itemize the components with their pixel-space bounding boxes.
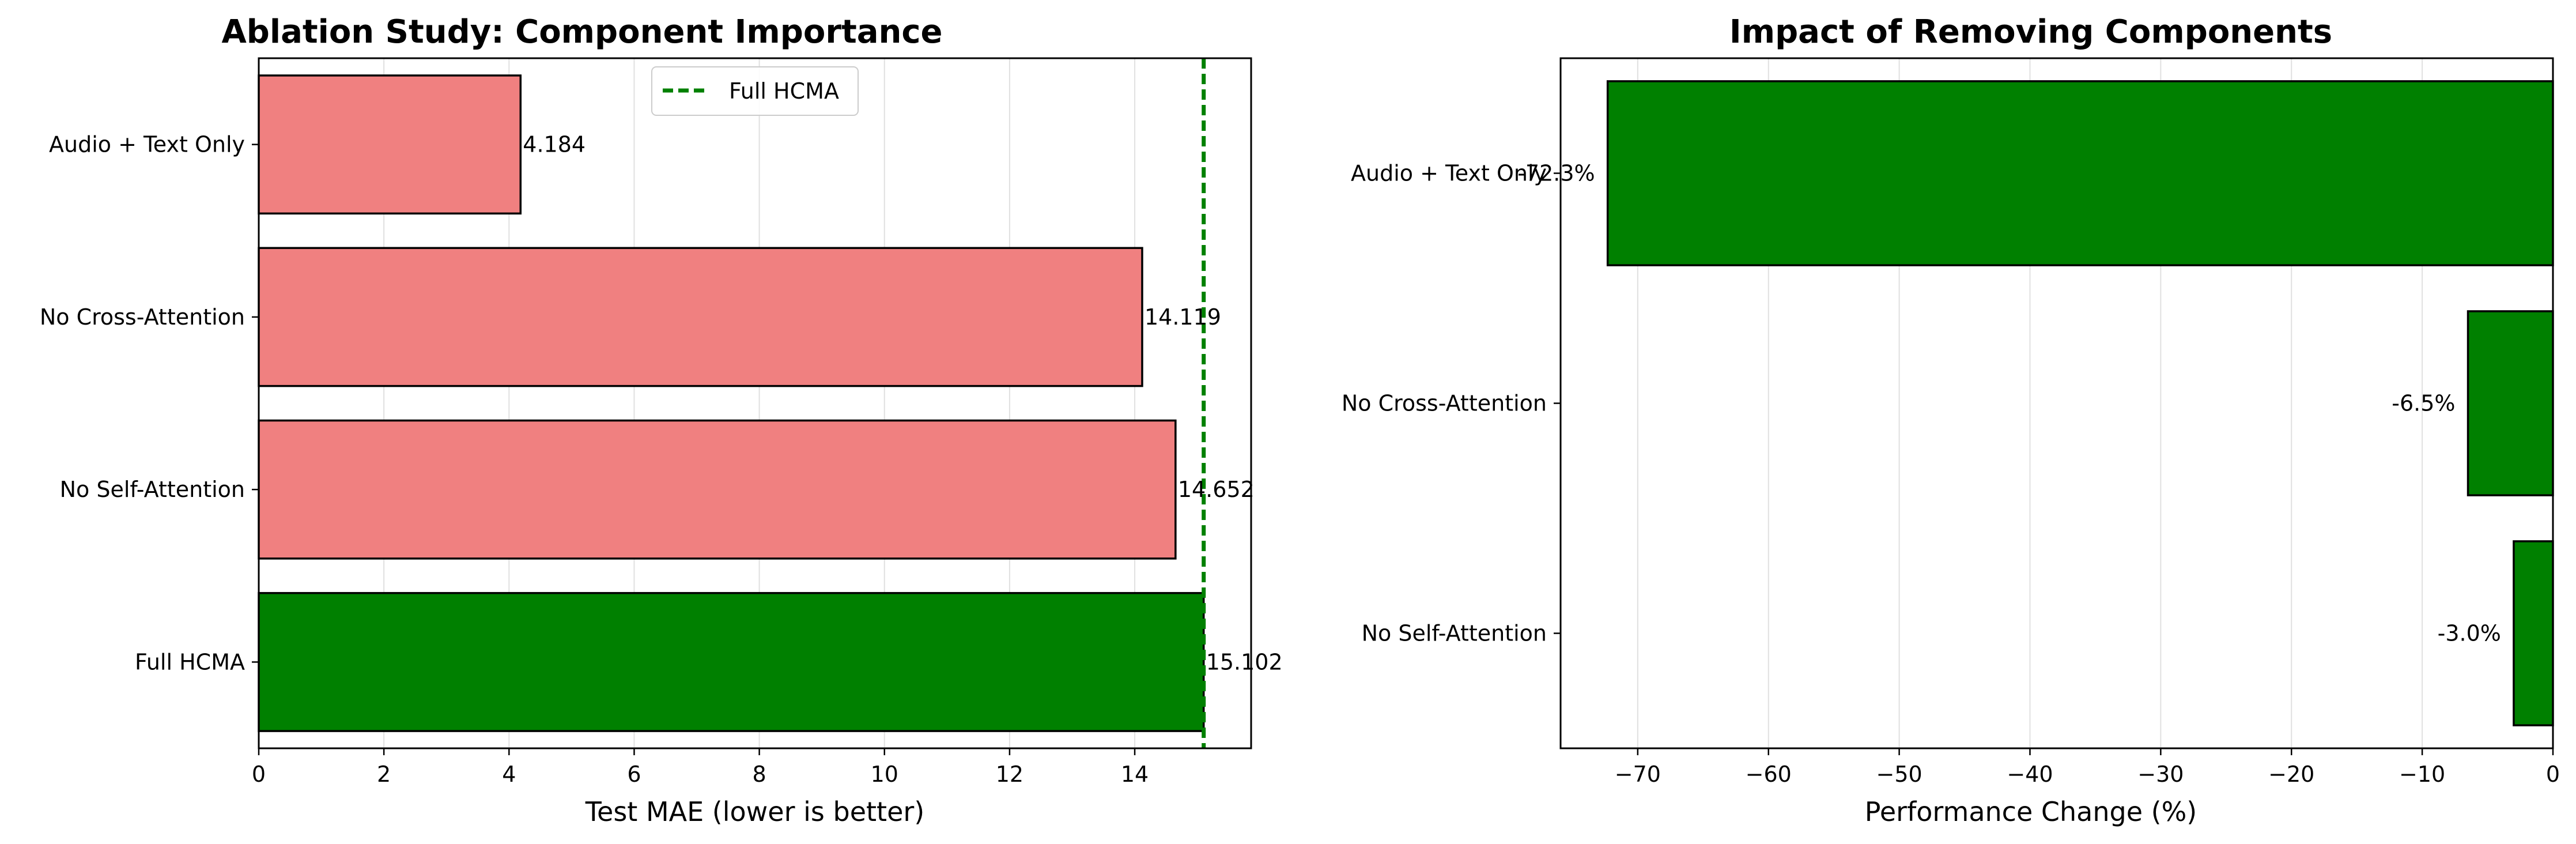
impact-x-ticks: −70 −60 −50 −40 −30 −20 −10 0 bbox=[1615, 748, 2560, 787]
impact-x-tick-label: −20 bbox=[2268, 762, 2314, 787]
ablation-x-tick-label: 10 bbox=[871, 762, 898, 787]
ablation-plot-frame bbox=[258, 57, 1252, 749]
impact-x-tick-label: −10 bbox=[2399, 762, 2445, 787]
ablation-value-labels: 15.102 14.652 14.119 4.184 bbox=[523, 132, 1282, 675]
impact-value-label: -3.0% bbox=[2438, 621, 2501, 646]
impact-value-labels: -3.0% -6.5% -72.3% bbox=[1517, 161, 2501, 646]
ablation-x-tick-label: 6 bbox=[627, 762, 641, 787]
ablation-legend-label: Full HCMA bbox=[729, 78, 839, 104]
ablation-bar bbox=[258, 419, 1177, 560]
ablation-x-tick-label: 8 bbox=[753, 762, 766, 787]
ablation-x-ticks: 0 2 4 6 8 10 12 14 bbox=[252, 748, 1149, 787]
impact-x-tick-label: −60 bbox=[1746, 762, 1792, 787]
ablation-legend: Full HCMA bbox=[651, 66, 859, 116]
ablation-x-tick-label: 0 bbox=[252, 762, 266, 787]
impact-chart: Impact of Removing Components −70 −60 −50−… bbox=[1342, 13, 2560, 827]
impact-x-tick-label: 0 bbox=[2546, 762, 2560, 787]
impact-category-label: Audio + Text Only bbox=[1351, 161, 1547, 186]
impact-bars bbox=[1606, 80, 2554, 726]
ablation-x-axis-label: Test MAE (lower is better) bbox=[585, 796, 924, 827]
impact-bar bbox=[2467, 310, 2554, 496]
impact-value-label: -72.3% bbox=[1517, 161, 1595, 186]
impact-x-axis-label: Performance Change (%) bbox=[1865, 796, 2197, 827]
impact-x-tick-label: −30 bbox=[2137, 762, 2184, 787]
ablation-category-label: No Cross-Attention bbox=[40, 304, 245, 330]
impact-bar bbox=[1606, 80, 2554, 266]
ablation-bar bbox=[258, 247, 1143, 387]
ablation-bar bbox=[258, 74, 522, 215]
impact-x-tick-label: −70 bbox=[1615, 762, 1661, 787]
impact-x-tick-label: −40 bbox=[2007, 762, 2053, 787]
ablation-bars bbox=[258, 74, 1205, 732]
ablation-value-label: 15.102 bbox=[1206, 649, 1283, 675]
impact-category-label: No Cross-Attention bbox=[1342, 391, 1547, 416]
ablation-chart: Ablation Study: Component Importance 0 2 4… bbox=[40, 13, 1283, 827]
ablation-chart-title: Ablation Study: Component Importance bbox=[221, 13, 942, 51]
ablation-x-tick-label: 2 bbox=[377, 762, 391, 787]
ablation-value-label: 4.184 bbox=[523, 132, 586, 157]
ablation-y-ticks: Full HCMA No Self-Attention No Cross-Atten… bbox=[40, 132, 259, 675]
ablation-x-tick-label: 4 bbox=[502, 762, 516, 787]
ablation-category-label: Audio + Text Only bbox=[49, 132, 245, 157]
ablation-category-label: No Self-Attention bbox=[60, 477, 245, 502]
ablation-x-tick-label: 14 bbox=[1121, 762, 1149, 787]
impact-category-label: No Self-Attention bbox=[1362, 621, 1547, 646]
ablation-category-label: Full HCMA bbox=[135, 649, 245, 675]
impact-chart-title: Impact of Removing Components bbox=[1729, 13, 2332, 51]
ablation-x-tick-label: 12 bbox=[996, 762, 1023, 787]
ablation-legend-box bbox=[651, 66, 859, 116]
impact-y-ticks: No Self-Attention No Cross-Attention Audio… bbox=[1342, 161, 1561, 646]
impact-x-tick-label: −50 bbox=[1876, 762, 1922, 787]
ablation-bar bbox=[258, 591, 1205, 732]
ablation-value-label: 14.652 bbox=[1178, 477, 1255, 502]
impact-value-label: -6.5% bbox=[2392, 391, 2455, 416]
ablation-value-label: 14.119 bbox=[1145, 304, 1221, 330]
impact-bar bbox=[2513, 540, 2554, 726]
